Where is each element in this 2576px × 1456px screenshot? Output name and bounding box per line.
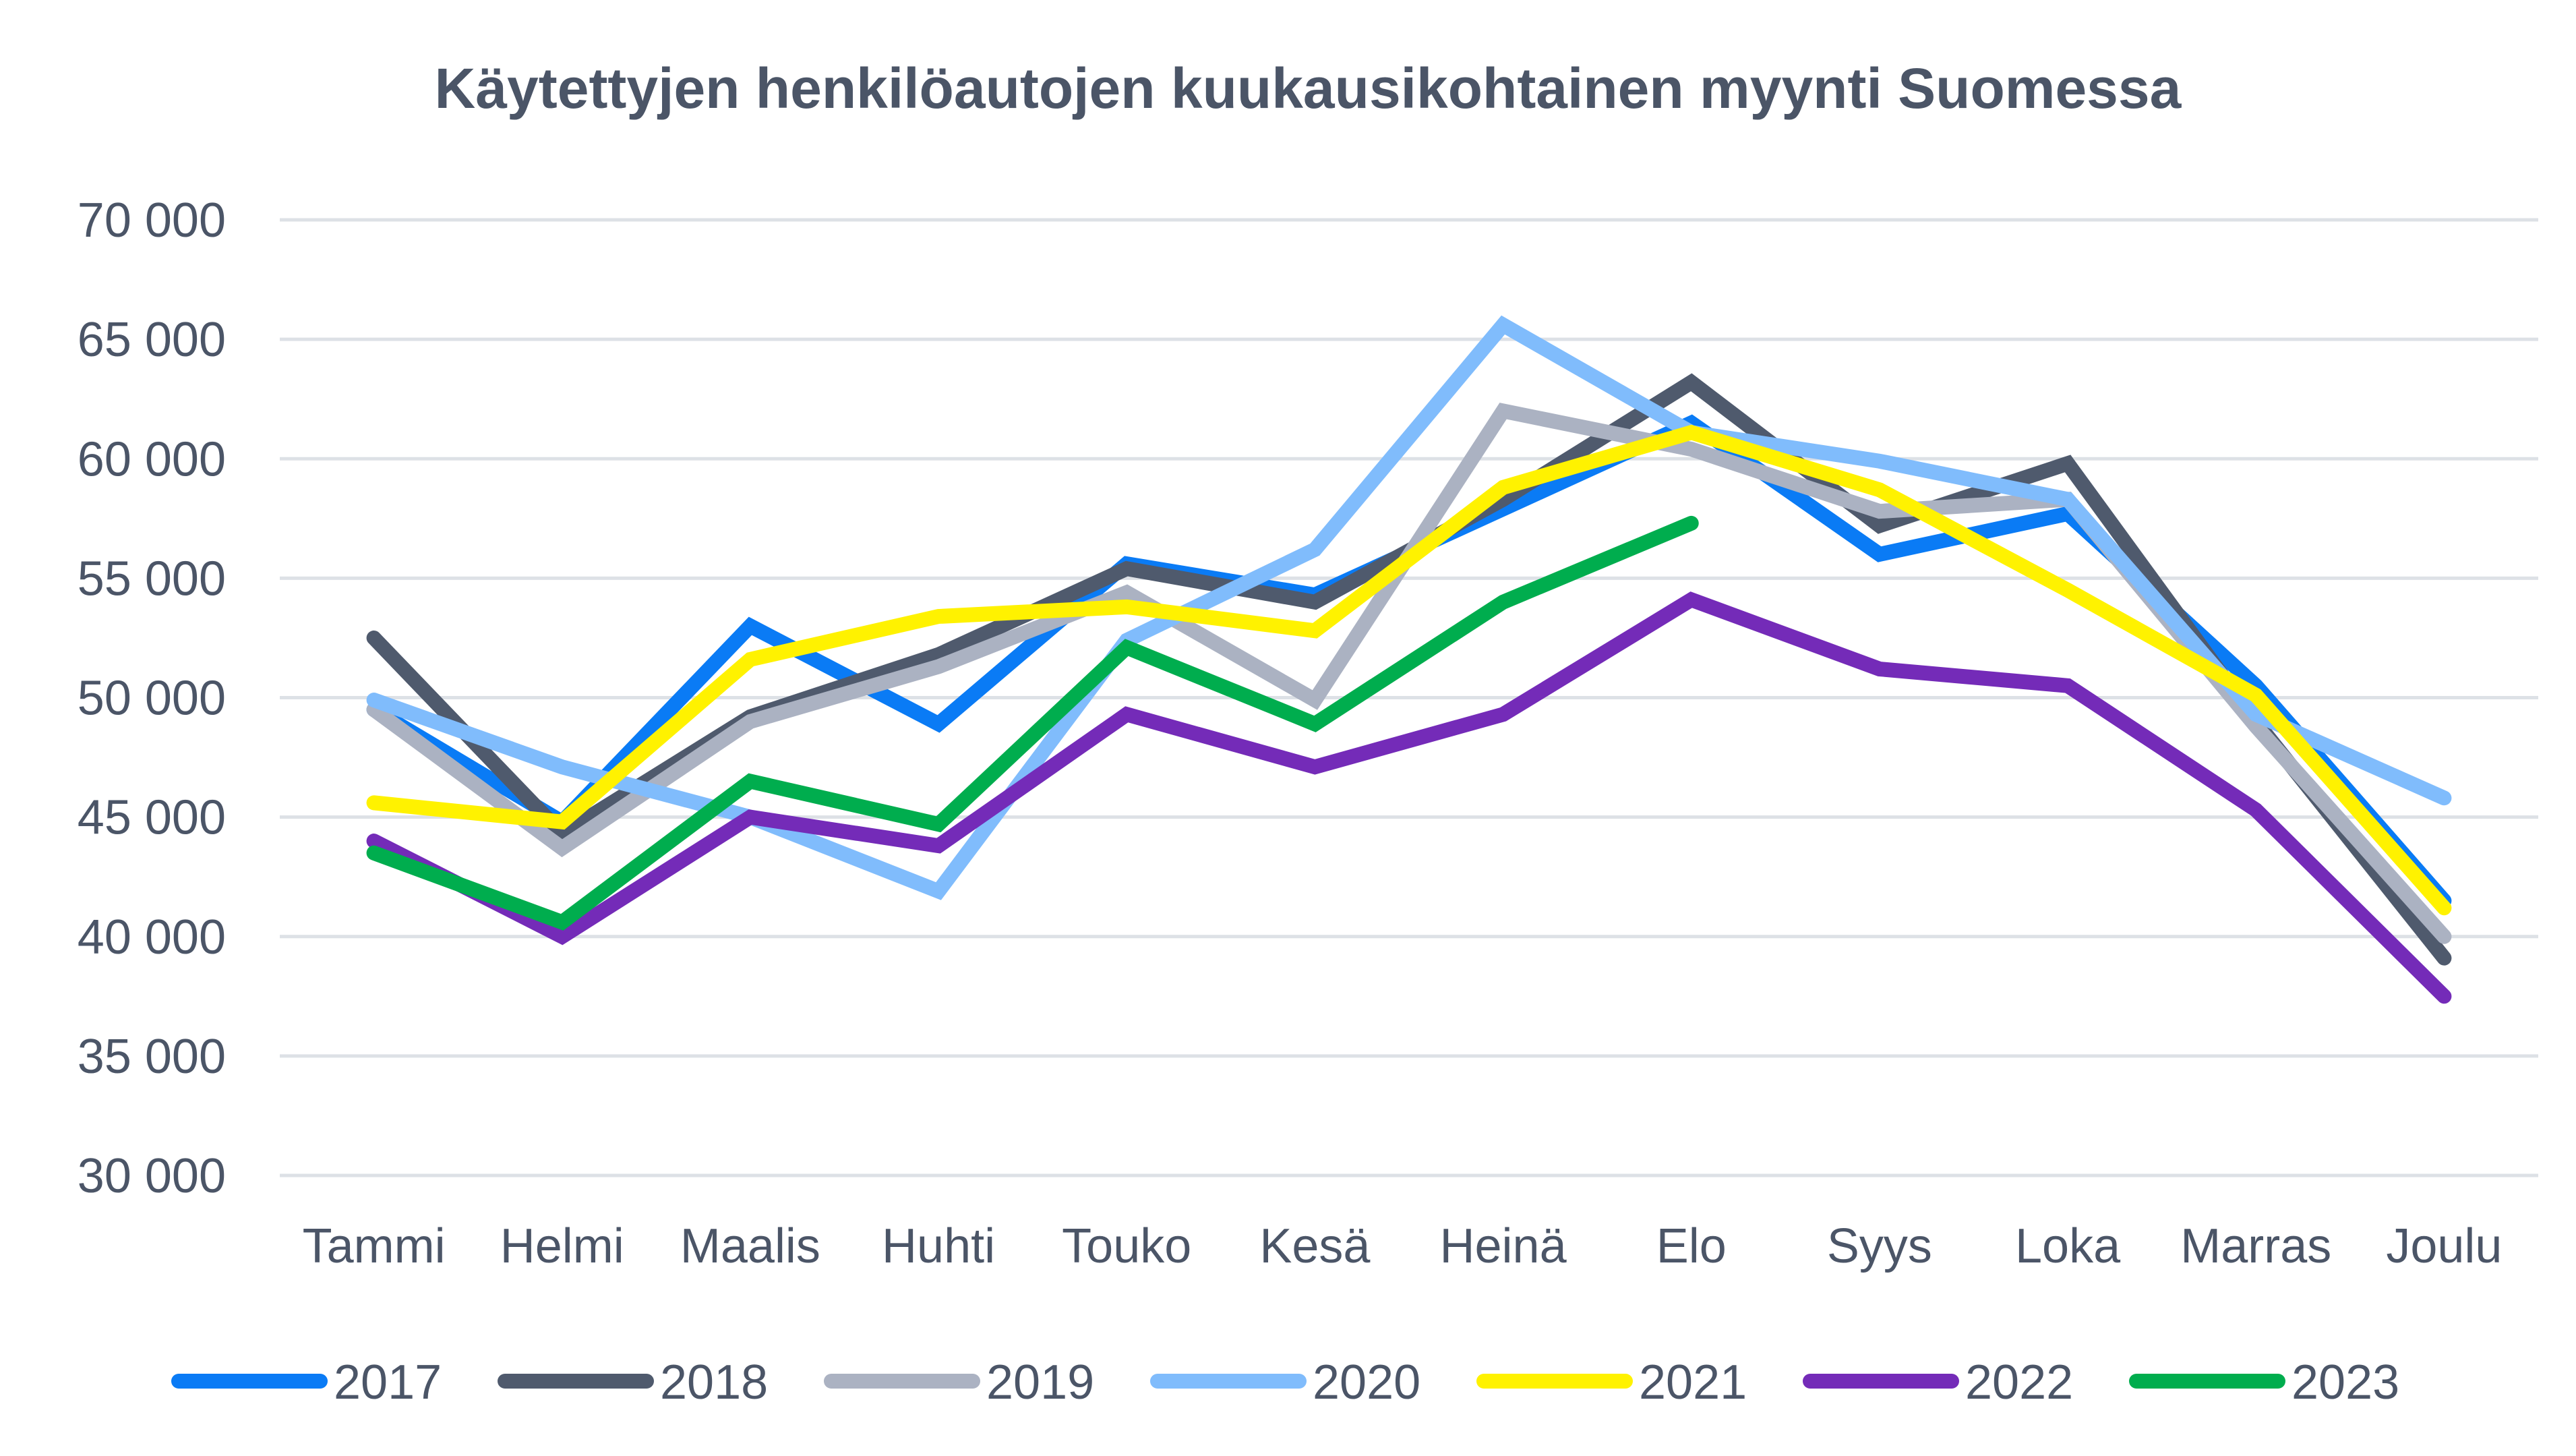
- series: [366, 315, 2452, 1004]
- chart-title: Käytettyjen henkilöautojen kuukausikohta…: [435, 57, 2182, 120]
- x-tick-label: Syys: [1827, 1219, 1932, 1273]
- y-tick-label: 55 000: [78, 552, 226, 606]
- legend-label: 2017: [334, 1356, 442, 1409]
- x-axis: Tammi Helmi Maalis Huhti Touko Kesä Heinä Elo Sy…: [303, 1219, 2503, 1273]
- y-tick-label: 40 000: [78, 910, 226, 964]
- x-tick-label: Joulu: [2386, 1219, 2502, 1273]
- legend-item-2020: 2020: [1150, 1356, 1420, 1409]
- legend: 2017 2018 2019 2020 2021 2022 2023: [171, 1356, 2399, 1409]
- legend-item-2021: 2021: [1476, 1356, 1747, 1409]
- legend-item-2019: 2019: [824, 1356, 1094, 1409]
- series-line-2021: [366, 424, 2452, 916]
- y-tick-label: 70 000: [78, 194, 226, 247]
- x-tick-label: Touko: [1062, 1219, 1191, 1273]
- y-axis: 30 000 35 000 40 000 45 000 50 000 55 000 60 0…: [78, 194, 226, 1203]
- x-tick-label: Elo: [1656, 1219, 1727, 1273]
- legend-label: 2019: [986, 1356, 1094, 1409]
- legend-item-2018: 2018: [498, 1356, 768, 1409]
- series-line-2020: [366, 315, 2452, 900]
- y-tick-label: 45 000: [78, 791, 226, 845]
- legend-item-2023: 2023: [2129, 1356, 2399, 1409]
- x-tick-label: Maalis: [680, 1219, 820, 1273]
- y-tick-label: 65 000: [78, 313, 226, 367]
- legend-label: 2021: [1639, 1356, 1747, 1409]
- x-tick-label: Kesä: [1259, 1219, 1371, 1273]
- gridlines: [280, 218, 2538, 1177]
- y-tick-label: 35 000: [78, 1030, 226, 1084]
- x-tick-label: Marras: [2180, 1219, 2331, 1273]
- x-tick-label: Tammi: [303, 1219, 446, 1273]
- legend-label: 2020: [1313, 1356, 1420, 1409]
- y-tick-label: 60 000: [78, 432, 226, 486]
- legend-item-2022: 2022: [1803, 1356, 2073, 1409]
- legend-label: 2023: [2292, 1356, 2399, 1409]
- x-tick-label: Loka: [2015, 1219, 2121, 1273]
- x-tick-label: Huhti: [882, 1219, 995, 1273]
- x-tick-label: Helmi: [500, 1219, 624, 1273]
- y-tick-label: 30 000: [78, 1149, 226, 1203]
- legend-item-2017: 2017: [171, 1356, 442, 1409]
- x-tick-label: Heinä: [1440, 1219, 1567, 1273]
- series-line-2023: [366, 515, 1699, 931]
- legend-label: 2022: [1965, 1356, 2073, 1409]
- y-tick-label: 50 000: [78, 672, 226, 726]
- series-line-2022: [366, 591, 2452, 1004]
- legend-label: 2018: [660, 1356, 768, 1409]
